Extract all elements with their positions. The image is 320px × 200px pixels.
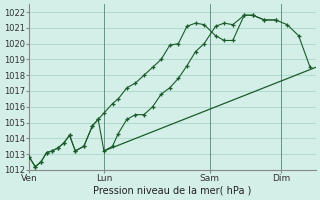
X-axis label: Pression niveau de la mer( hPa ): Pression niveau de la mer( hPa ) xyxy=(93,186,252,196)
